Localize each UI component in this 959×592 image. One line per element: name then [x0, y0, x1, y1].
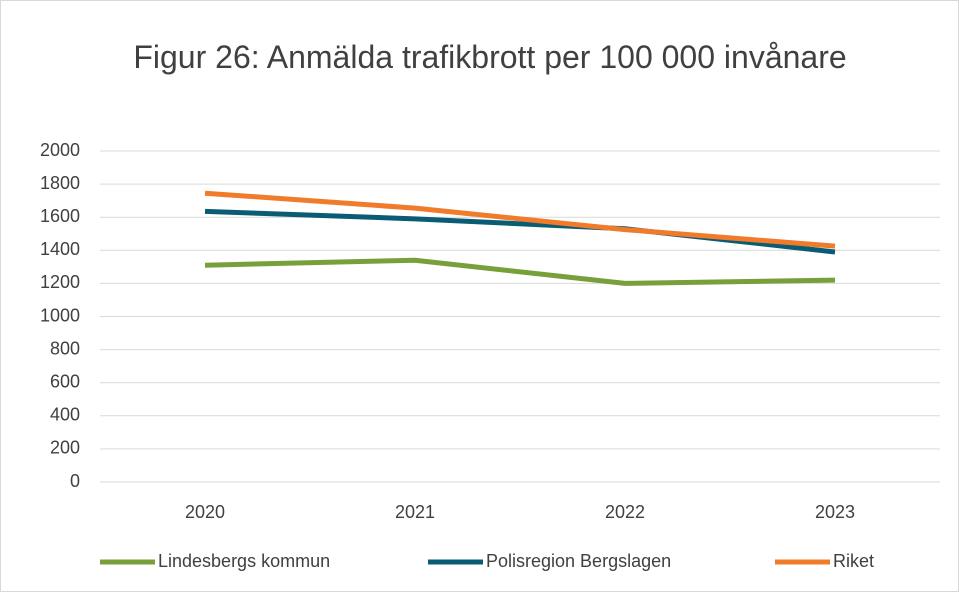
y-tick-label: 0	[70, 471, 80, 491]
y-tick-label: 400	[50, 405, 80, 425]
y-tick-label: 2000	[40, 140, 80, 160]
chart-title: Figur 26: Anmälda trafikbrott per 100 00…	[133, 39, 847, 75]
y-tick-label: 600	[50, 371, 80, 391]
x-tick-label: 2021	[395, 502, 435, 522]
data-line	[204, 190, 836, 249]
y-tick-label: 800	[50, 338, 80, 358]
y-tick-label: 1800	[40, 173, 80, 193]
y-tick-label: 1200	[40, 272, 80, 292]
y-tick-label: 1000	[40, 305, 80, 325]
y-tick-label: 1600	[40, 206, 80, 226]
y-tick-label: 200	[50, 438, 80, 458]
legend-label: Lindesbergs kommun	[158, 551, 330, 571]
y-tick-label: 1400	[40, 239, 80, 259]
x-tick-label: 2023	[815, 502, 855, 522]
x-tick-label: 2022	[605, 502, 645, 522]
x-tick-label: 2020	[185, 502, 225, 522]
legend-label: Polisregion Bergslagen	[486, 551, 671, 571]
data-line	[204, 257, 836, 286]
legend-label: Riket	[833, 551, 874, 571]
